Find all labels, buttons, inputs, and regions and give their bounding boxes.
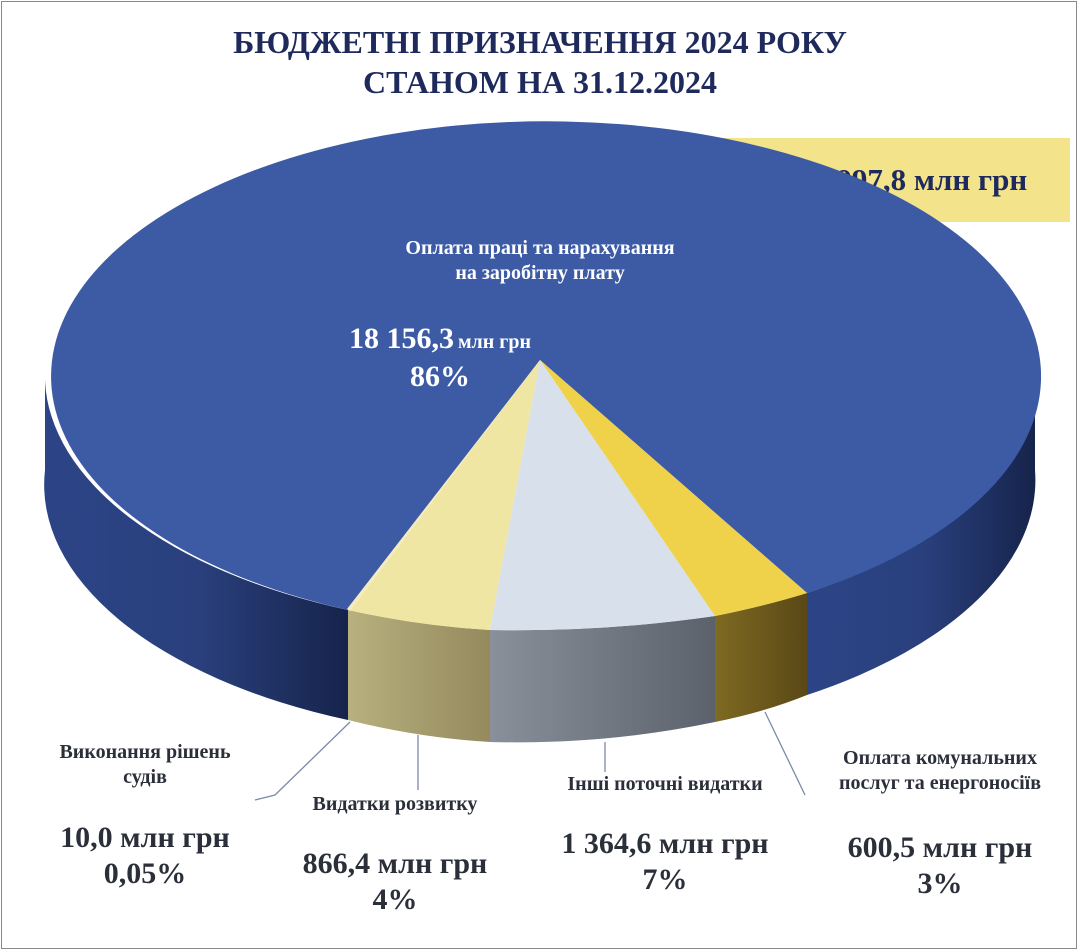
slice-main-side (44, 380, 349, 720)
label-main-line-1: Оплата праці та нарахування (405, 237, 675, 259)
label-dev-amount: 866,4 млн грн (302, 847, 488, 880)
label-other-amount: 1 364,6 млн грн (561, 827, 769, 860)
label-court-percent: 0,05% (103, 857, 187, 890)
label-util-name: Оплата комунальних послуг та енергоносії… (800, 746, 1080, 796)
slice-other-top (490, 360, 715, 631)
label-other-value: 1 364,6 млн грн 7% (530, 826, 800, 898)
slice-util-side (715, 593, 807, 722)
label-util-line-2: послуг та енергоносіїв (838, 772, 1042, 794)
slice-dev-side (348, 610, 490, 742)
label-main-value-num: 18 156,3 (348, 322, 454, 355)
label-main-line-2: на заробітну плату (455, 262, 625, 284)
label-util-line-1: Оплата комунальних (843, 747, 1037, 769)
label-main-value: 18 156,3 млн грн 86% (300, 320, 580, 395)
slice-util-top (540, 360, 807, 616)
label-court-line-1: Виконання рішень (59, 741, 231, 763)
label-main-unit: млн грн (457, 331, 532, 353)
label-dev-line-1: Видатки розвитку (312, 793, 478, 815)
slice-court-top (347, 360, 540, 611)
label-dev-value: 866,4 млн грн 4% (270, 846, 520, 918)
label-main-percent: 86% (410, 359, 470, 393)
label-other-line-1: Інші поточні видатки (567, 773, 763, 795)
slice-main-top (51, 121, 1042, 610)
label-court-line-2: судів (123, 766, 167, 788)
label-util-value: 600,5 млн грн 3% (800, 830, 1080, 902)
slice-dev-top (348, 360, 540, 630)
slice-main-side-right (807, 380, 1036, 695)
label-dev-percent: 4% (372, 883, 418, 916)
label-court-value: 10,0 млн грн 0,05% (20, 820, 270, 892)
label-other-percent: 7% (642, 863, 688, 896)
title-line-2: СТАНОМ НА 31.12.2024 (363, 64, 717, 100)
label-main-name: Оплата праці та нарахування на заробітну… (250, 236, 830, 286)
label-other-name: Інші поточні видатки (530, 772, 800, 797)
leader-court (254, 721, 351, 801)
slice-other-side (490, 616, 715, 743)
label-dev-name: Видатки розвитку (270, 792, 520, 817)
label-util-percent: 3% (917, 867, 963, 900)
leader-util (764, 711, 806, 796)
title-line-1: БЮДЖЕТНІ ПРИЗНАЧЕННЯ 2024 РОКУ (233, 24, 847, 60)
chart-title: БЮДЖЕТНІ ПРИЗНАЧЕННЯ 2024 РОКУ СТАНОМ НА… (0, 22, 1080, 102)
label-court-amount: 10,0 млн грн (60, 821, 230, 854)
label-util-amount: 600,5 млн грн (847, 831, 1033, 864)
label-court-name: Виконання рішень судів (20, 740, 270, 790)
